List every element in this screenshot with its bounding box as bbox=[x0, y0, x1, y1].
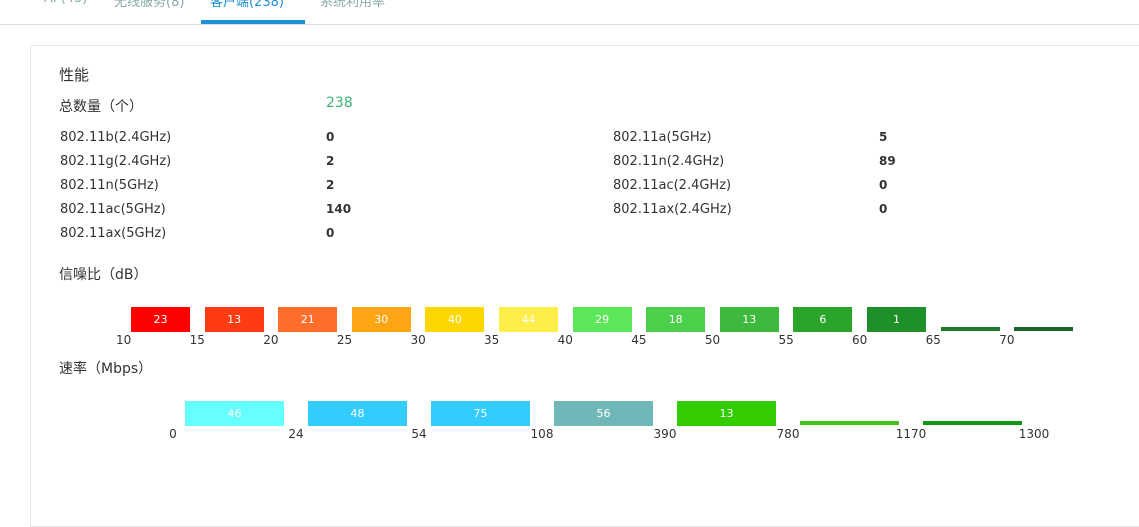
segment: 21 bbox=[278, 307, 338, 332]
segment: 30 bbox=[351, 307, 411, 332]
edge-label: 45 bbox=[631, 333, 647, 347]
edge-label: 35 bbox=[484, 333, 500, 347]
edge-label: 54 bbox=[411, 427, 427, 441]
segment: 56 bbox=[554, 401, 653, 426]
rate-title: 速率（Mbps） bbox=[59, 361, 153, 377]
segment-count: 75 bbox=[473, 407, 488, 420]
total-value: 238 bbox=[326, 95, 353, 111]
segment: 75 bbox=[431, 401, 530, 426]
segment: 48 bbox=[308, 401, 407, 426]
edge-label: 60 bbox=[852, 333, 868, 347]
protocol-name: 802.11n(5GHz) bbox=[60, 178, 159, 193]
snr-title: 信噪比（dB） bbox=[59, 267, 148, 283]
protocol-value: 89 bbox=[879, 154, 896, 168]
edge-label: 1170 bbox=[895, 427, 927, 441]
edge-label: 10 bbox=[116, 333, 132, 347]
segment-count: 23 bbox=[153, 313, 168, 326]
protocol-name: 802.11ax(2.4GHz) bbox=[613, 202, 732, 217]
tab[interactable]: 客户端(238) bbox=[210, 0, 284, 10]
protocol-name: 802.11ax(5GHz) bbox=[60, 226, 167, 241]
segment: 44 bbox=[499, 307, 558, 332]
protocol-value: 0 bbox=[879, 202, 888, 216]
section-title: 性能 bbox=[59, 66, 90, 84]
edge-label: 108 bbox=[530, 427, 554, 441]
tab[interactable]: AP(45) bbox=[44, 0, 87, 6]
protocol-value: 2 bbox=[326, 178, 335, 192]
segment: 13 bbox=[204, 307, 264, 332]
segment: 40 bbox=[425, 307, 485, 332]
segment-count: 56 bbox=[596, 407, 611, 420]
edge-label: 20 bbox=[263, 333, 279, 347]
protocol-value: 140 bbox=[326, 202, 352, 216]
segment-empty bbox=[1014, 327, 1074, 331]
protocol-name: 802.11a(5GHz) bbox=[613, 130, 712, 145]
edge-label: 780 bbox=[776, 427, 800, 441]
segment-count: 46 bbox=[227, 407, 242, 420]
protocol-name: 802.11b(2.4GHz) bbox=[60, 130, 172, 145]
segment: 29 bbox=[572, 307, 632, 332]
edge-label: 70 bbox=[999, 333, 1015, 347]
protocol-value: 0 bbox=[326, 130, 335, 144]
edge-label: 55 bbox=[778, 333, 794, 347]
protocol-name: 802.11ac(2.4GHz) bbox=[613, 178, 732, 193]
protocol-value: 5 bbox=[879, 130, 888, 144]
segment: 1 bbox=[867, 307, 926, 332]
segment-count: 13 bbox=[719, 407, 734, 420]
protocol-value: 2 bbox=[326, 154, 335, 168]
segment-count: 30 bbox=[374, 313, 389, 326]
segment-empty bbox=[800, 421, 899, 425]
total-label: 总数量（个） bbox=[59, 99, 143, 115]
protocol-name: 802.11g(2.4GHz) bbox=[60, 154, 172, 169]
tab-bar bbox=[0, 0, 1139, 25]
edge-label: 1300 bbox=[1018, 427, 1050, 441]
panel bbox=[30, 45, 1139, 527]
segment-count: 29 bbox=[595, 313, 610, 326]
segment-count: 21 bbox=[300, 313, 315, 326]
edge-label: 0 bbox=[169, 427, 177, 441]
edge-label: 15 bbox=[189, 333, 205, 347]
edge-label: 24 bbox=[288, 427, 304, 441]
segment-count: 48 bbox=[350, 407, 365, 420]
protocol-value: 0 bbox=[326, 226, 335, 240]
edge-label: 50 bbox=[704, 333, 721, 347]
segment-count: 6 bbox=[819, 313, 827, 326]
protocol-name: 802.11ac(5GHz) bbox=[60, 202, 166, 217]
segment: 23 bbox=[131, 307, 190, 332]
tab-underline bbox=[201, 20, 305, 24]
tab[interactable]: 无线服务(8) bbox=[114, 0, 185, 10]
edge-label: 25 bbox=[336, 333, 353, 347]
segment-count: 13 bbox=[227, 313, 242, 326]
segment: 13 bbox=[677, 401, 776, 426]
edge-label: 30 bbox=[410, 333, 426, 347]
segment-count: 18 bbox=[668, 313, 683, 326]
edge-label: 65 bbox=[925, 333, 941, 347]
segment-empty bbox=[940, 327, 1000, 331]
protocol-name: 802.11n(2.4GHz) bbox=[613, 154, 725, 169]
segment-count: 13 bbox=[742, 313, 757, 326]
edge-label: 390 bbox=[653, 427, 677, 441]
edge-label: 40 bbox=[557, 333, 573, 347]
segment-count: 1 bbox=[893, 313, 900, 326]
segment: 13 bbox=[719, 307, 779, 332]
tab[interactable]: 系统利用率 bbox=[320, 0, 386, 10]
segment-count: 44 bbox=[521, 313, 536, 326]
segment-count: 40 bbox=[447, 313, 462, 326]
segment: 6 bbox=[793, 307, 853, 332]
segment: 18 bbox=[646, 307, 706, 332]
segment: 46 bbox=[185, 401, 284, 426]
segment-empty bbox=[923, 421, 1022, 425]
protocol-value: 0 bbox=[879, 178, 888, 192]
